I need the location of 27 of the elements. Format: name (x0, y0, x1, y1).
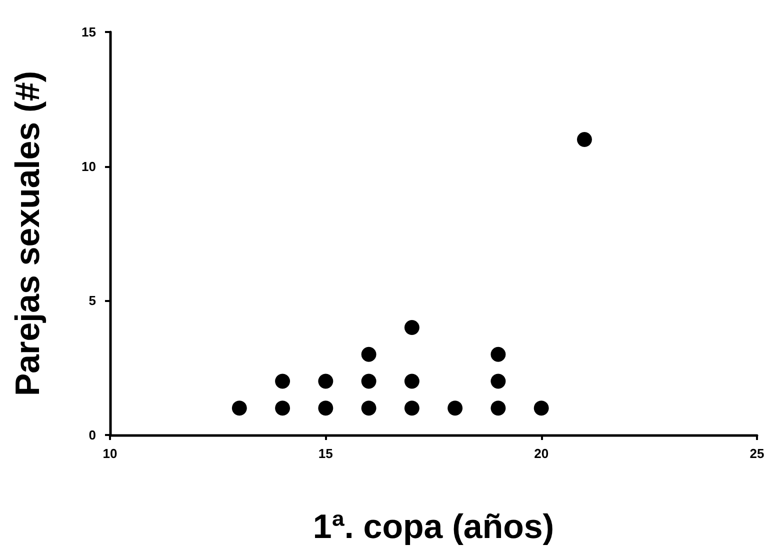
point (318, 400, 334, 416)
point (361, 400, 376, 416)
x-tick-label: 15 (318, 446, 333, 461)
point (404, 400, 420, 416)
point (232, 400, 247, 416)
point (490, 374, 506, 389)
x-axis-title: 1ª. copa (años) (312, 508, 554, 546)
point (275, 400, 290, 416)
y-tick-label: 5 (88, 293, 96, 308)
point (490, 400, 506, 416)
point (448, 400, 463, 416)
point (318, 374, 334, 389)
point (534, 400, 549, 416)
x-tick-label: 25 (750, 446, 764, 461)
x-tick-label: 10 (102, 446, 118, 461)
y-tick-label: 0 (88, 428, 96, 442)
point (404, 374, 420, 389)
y-tick-label: 10 (82, 158, 96, 174)
point (361, 374, 376, 389)
y-axis-title: Parejas sexuales (#) (9, 70, 47, 396)
point (490, 346, 506, 362)
point (275, 374, 290, 389)
x-tick-label: 20 (534, 446, 549, 461)
point (576, 132, 592, 147)
y-tick-label: 15 (82, 24, 96, 40)
point (404, 320, 420, 336)
point (361, 346, 376, 362)
